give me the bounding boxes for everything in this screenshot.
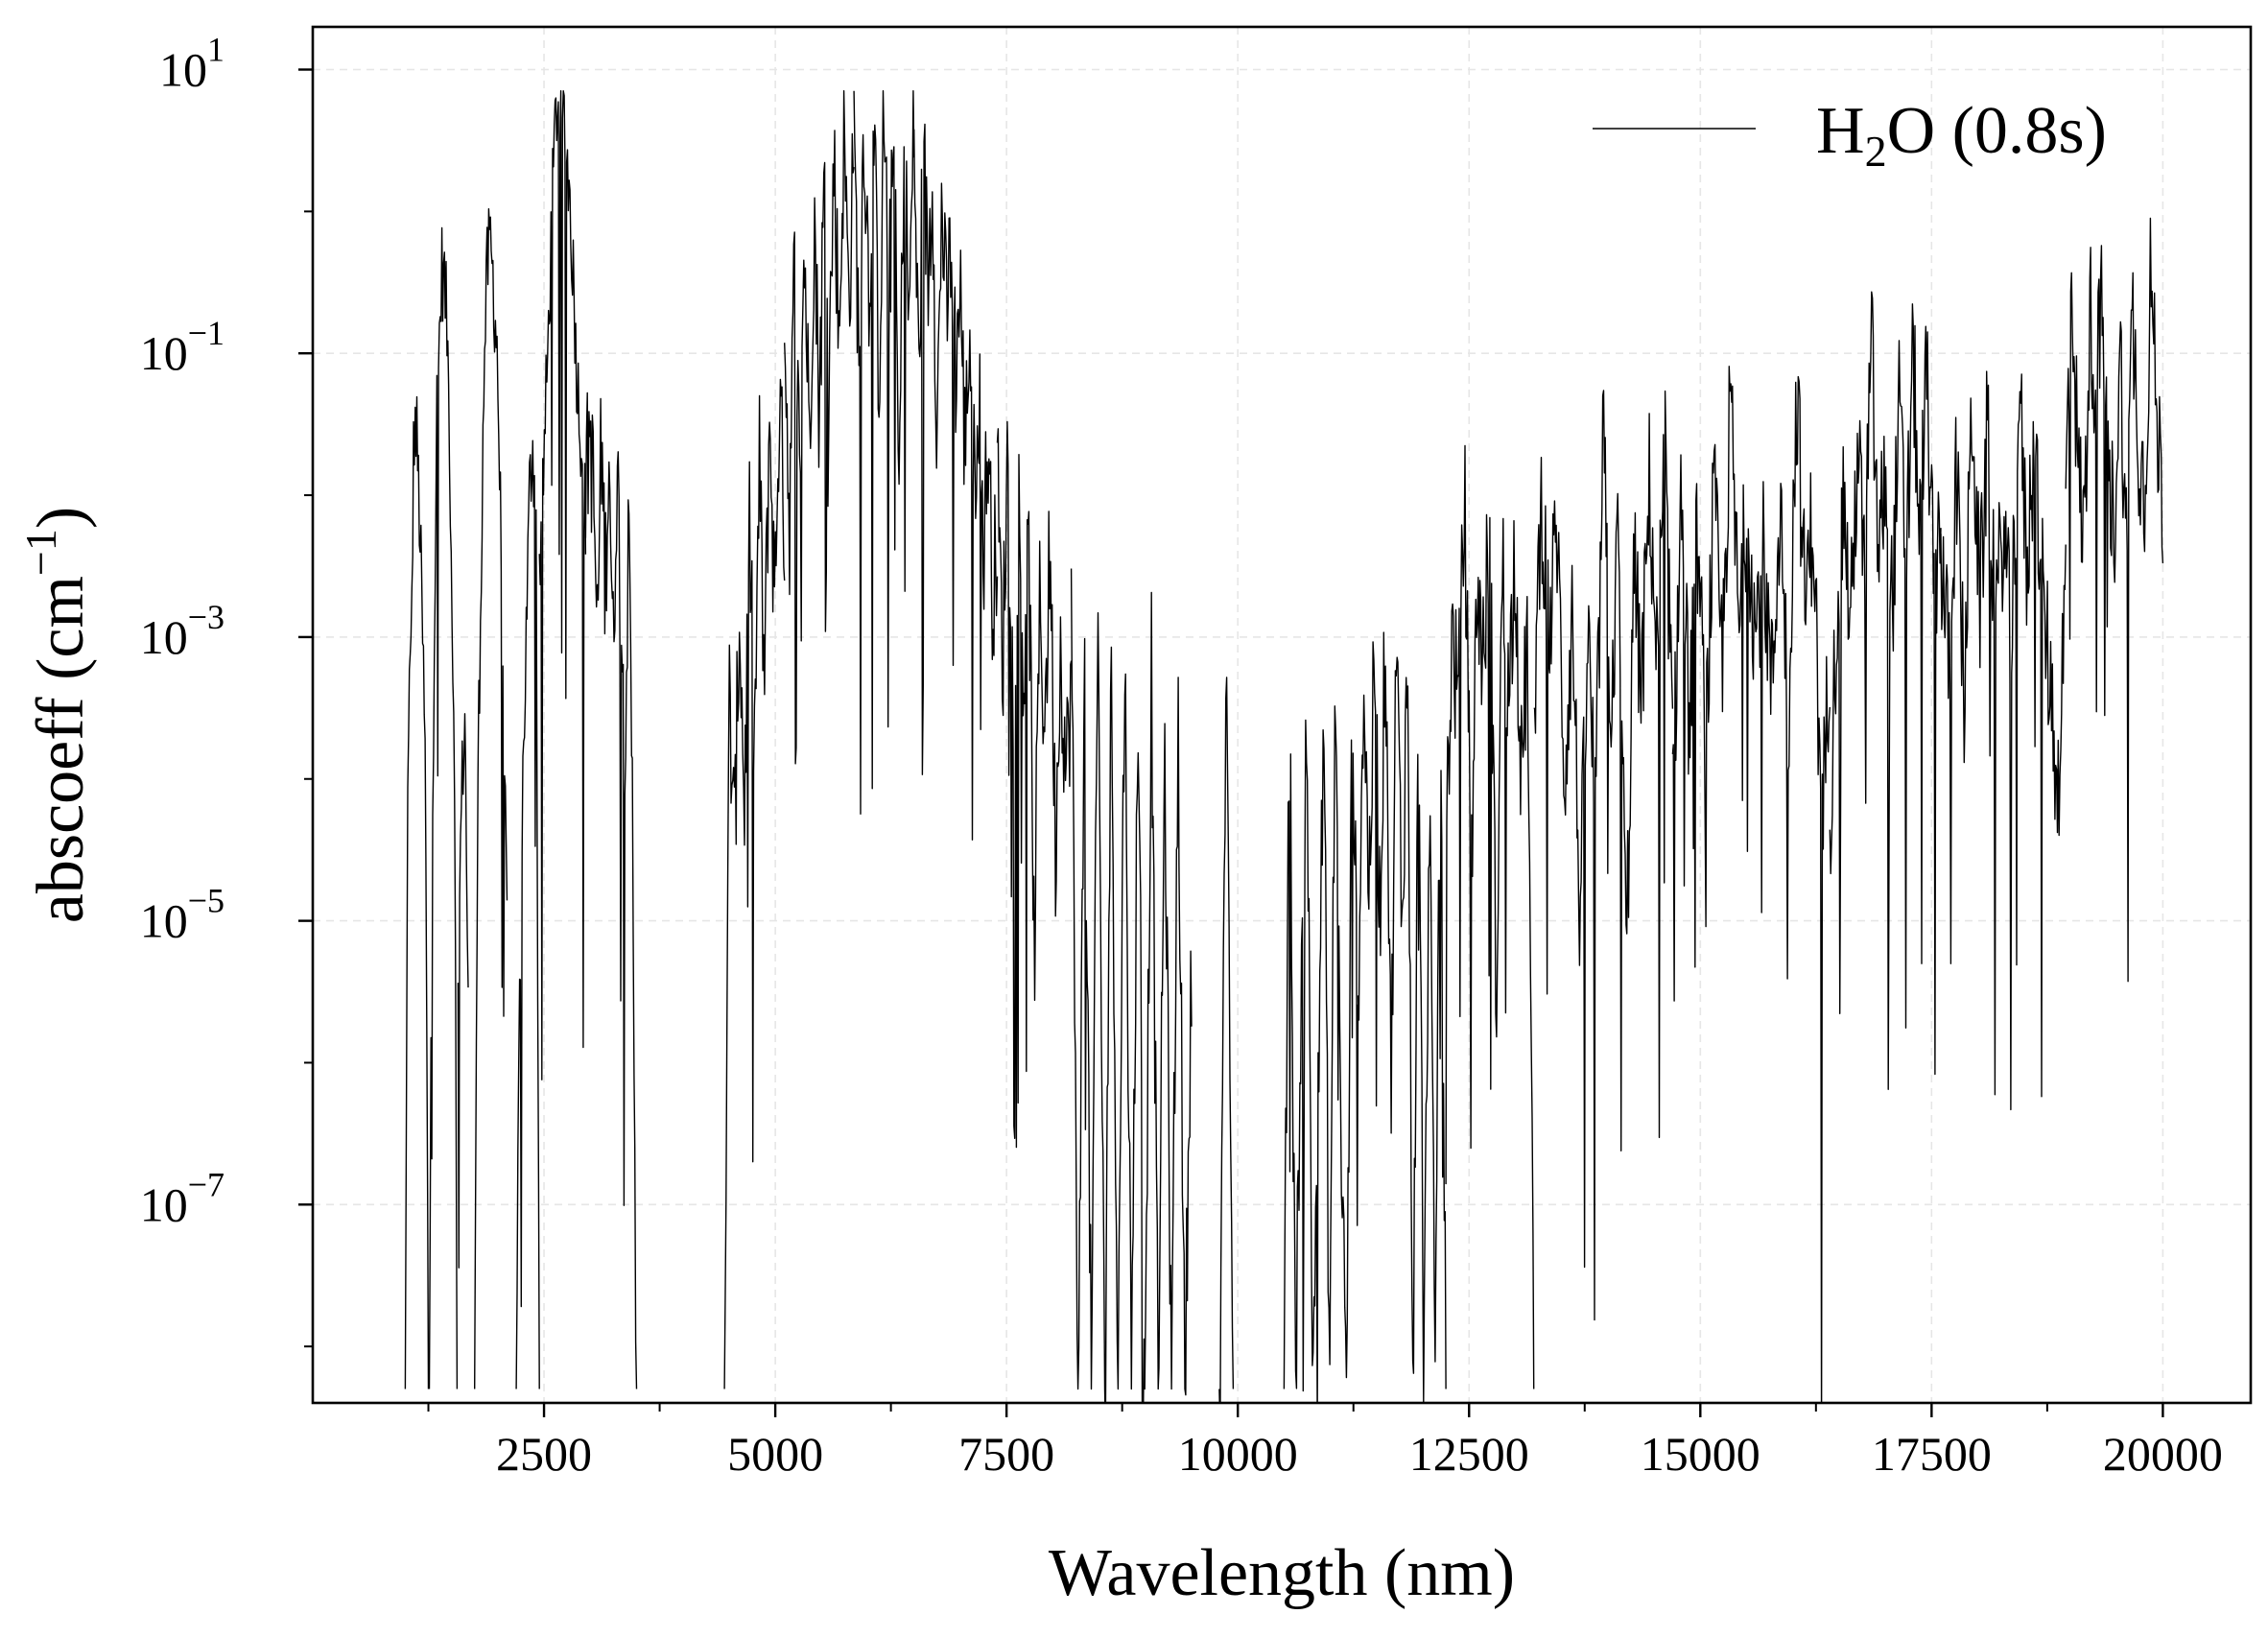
y-tick-label: 10−1 (140, 314, 224, 380)
series-line-h2o (474, 207, 508, 1389)
series-line-h2o (1940, 370, 2067, 1111)
y-tick-label: 10−5 (140, 882, 224, 948)
series-line-h2o (584, 392, 638, 1389)
series-line-h2o (2065, 217, 2164, 983)
series-line-h2o (1070, 568, 1193, 1403)
x-tick-label: 10000 (1178, 1427, 1298, 1481)
y-tick-label: 101 (159, 31, 224, 97)
x-axis: 2500 5000 7500 10000 12500 15000 17500 20000 (427, 1403, 2223, 1481)
y-axis-title: abscoeff (cm−1) (16, 507, 98, 923)
y-axis-title-close: ) (24, 507, 98, 529)
series-line-h2o (404, 395, 430, 1389)
series-line-h2o (723, 378, 786, 1389)
x-tick-label: 12500 (1409, 1427, 1529, 1481)
series-line-h2o (1357, 631, 1447, 1403)
plot-frame (311, 25, 2253, 1405)
series-layer (404, 89, 2164, 1403)
series-line-h2o (428, 226, 459, 1389)
series-line-h2o (538, 89, 587, 1080)
legend: H2O (0.8s) (1593, 94, 2107, 176)
x-tick-label: 7500 (958, 1427, 1054, 1481)
x-tick-label: 2500 (496, 1427, 592, 1481)
series-line-h2o (1283, 705, 1359, 1403)
legend-label-h2o: H2O (0.8s) (1816, 94, 2107, 176)
series-line-h2o (1533, 390, 1674, 1321)
x-tick-label: 20000 (2103, 1427, 2223, 1481)
series-line-h2o (996, 420, 1073, 1149)
series-line-h2o (515, 439, 540, 1389)
series-line-h2o (1445, 444, 1535, 1389)
series-line-h2o (1218, 677, 1235, 1403)
x-axis-title: Wavelength (nm) (1049, 1536, 1515, 1610)
y-tick-label: 10−7 (140, 1165, 224, 1231)
x-tick-label: 5000 (727, 1427, 823, 1481)
series-line-h2o (784, 89, 855, 765)
y-axis-title-exponent: −1 (16, 529, 65, 576)
y-axis-title-main: abscoeff (cm (24, 576, 98, 923)
y-axis: 101 10−1 10−3 10−5 10−7 (140, 31, 313, 1348)
series-line-h2o (853, 89, 915, 815)
grid (313, 27, 2251, 1403)
y-tick-label: 10−3 (140, 598, 224, 664)
x-tick-label: 15000 (1641, 1427, 1760, 1481)
x-tick-label: 17500 (1872, 1427, 1992, 1481)
series-line-h2o (913, 123, 999, 841)
series-line-h2o (1829, 291, 1942, 1091)
series-line-h2o (457, 713, 469, 1269)
series-line-h2o (1671, 366, 1831, 1403)
